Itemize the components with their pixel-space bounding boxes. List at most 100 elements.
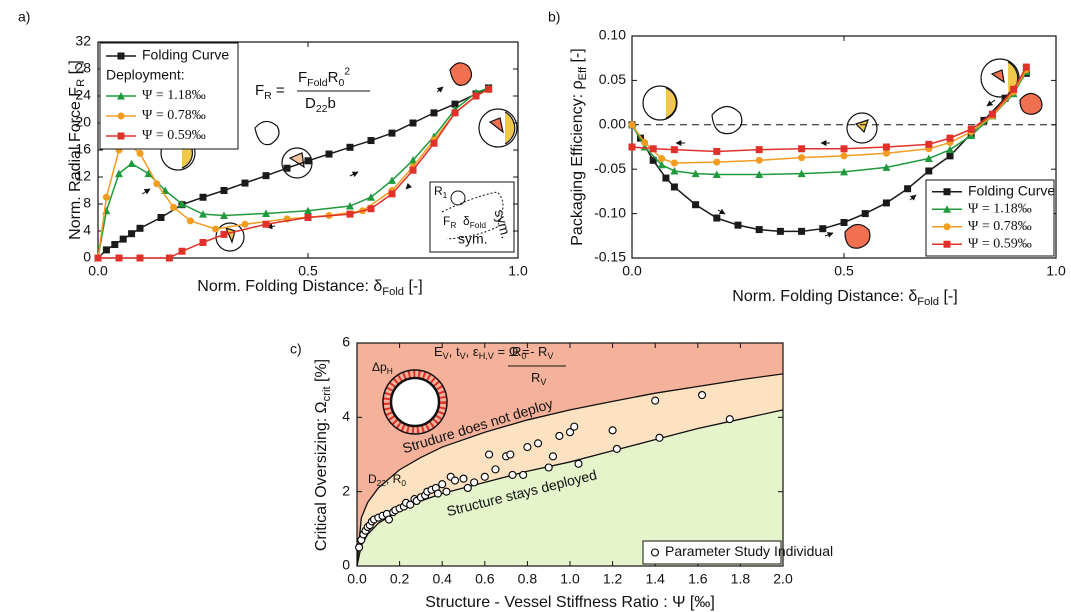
text-part: - R bbox=[526, 344, 547, 359]
data-point bbox=[533, 439, 543, 448]
data-point bbox=[409, 166, 417, 174]
legend-marker bbox=[943, 188, 951, 196]
formula: D22b bbox=[305, 95, 336, 115]
text-part: , t bbox=[449, 344, 460, 359]
inset-a bbox=[429, 181, 515, 253]
text-part: Fold bbox=[470, 220, 487, 230]
text-part: R bbox=[75, 79, 87, 87]
data-point bbox=[698, 390, 707, 400]
data-point bbox=[988, 110, 996, 118]
y-tick-label: 6 bbox=[342, 334, 350, 350]
panel-label: a) bbox=[18, 9, 30, 25]
data-point bbox=[649, 145, 657, 153]
data-point bbox=[519, 470, 528, 479]
data-point bbox=[409, 119, 417, 127]
text-part: Norm. Folding Distance: δ bbox=[732, 288, 917, 305]
text-part: R bbox=[328, 69, 339, 86]
data-point bbox=[262, 209, 270, 217]
x-tick-label: 0.6 bbox=[475, 571, 495, 587]
text-part: = bbox=[272, 82, 285, 99]
data-point bbox=[670, 166, 679, 175]
data-point bbox=[451, 100, 459, 108]
data-point bbox=[102, 193, 110, 201]
legend-marker bbox=[117, 132, 125, 140]
data-point bbox=[346, 143, 354, 151]
panel-label: c) bbox=[290, 341, 302, 357]
data-point bbox=[523, 443, 532, 452]
data-point bbox=[111, 241, 119, 248]
inset-label: RV bbox=[531, 370, 547, 387]
data-point bbox=[946, 145, 954, 154]
y-axis-label: Critical Oversizing: Ωcrit [%] bbox=[313, 359, 333, 551]
text-part: Eff bbox=[577, 66, 589, 80]
data-point bbox=[861, 210, 869, 218]
data-point bbox=[94, 254, 102, 262]
legend-label: Ψ = 0.59‰ bbox=[968, 236, 1032, 251]
region bbox=[357, 409, 783, 566]
legend-label: Folding Curve bbox=[968, 182, 1055, 198]
data-point bbox=[904, 185, 912, 193]
text-part: [%] bbox=[313, 359, 330, 387]
text-part: D bbox=[368, 472, 377, 486]
inset-label: R1 bbox=[434, 184, 448, 200]
x-tick-label: 1.0 bbox=[508, 263, 528, 279]
x-tick-label: 1.0 bbox=[560, 571, 580, 587]
text-part: 0 bbox=[521, 352, 526, 362]
data-point bbox=[355, 543, 364, 552]
text-part: 22 bbox=[377, 478, 387, 488]
data-point bbox=[649, 156, 657, 164]
data-point bbox=[459, 474, 468, 483]
y-axis-label: Packaging Efficiency: ρEff [-] bbox=[569, 48, 589, 246]
data-point bbox=[241, 220, 249, 228]
data-point bbox=[409, 156, 417, 164]
text-part: Structure - Vessel Stiffness Ratio : Ψ [… bbox=[425, 594, 715, 611]
data-point bbox=[882, 149, 890, 157]
data-point bbox=[472, 92, 480, 100]
data-point bbox=[480, 472, 489, 481]
text-part: = Ω = bbox=[494, 344, 530, 359]
data-point bbox=[670, 146, 678, 154]
data-point bbox=[212, 225, 220, 233]
inset-label: ΔpH bbox=[372, 360, 393, 376]
data-point bbox=[136, 254, 144, 262]
text-part: F bbox=[298, 69, 307, 86]
data-point bbox=[178, 200, 186, 208]
x-axis-label: Norm. Folding Distance: δFold [-] bbox=[197, 278, 422, 298]
x-tick-label: 0.0 bbox=[347, 571, 367, 587]
data-point bbox=[655, 433, 664, 442]
x-tick-label: 1.8 bbox=[731, 571, 751, 587]
y-tick-label: -0.15 bbox=[594, 249, 626, 265]
data-point bbox=[657, 160, 666, 169]
data-point bbox=[430, 139, 438, 147]
data-point bbox=[925, 167, 933, 175]
y-axis-label: Norm. Radial Force FR [-] bbox=[67, 60, 87, 240]
text-part: Norm. Radial Force F bbox=[67, 87, 84, 240]
y-tick-label: 2 bbox=[342, 482, 350, 498]
y-tick-label: -0.05 bbox=[594, 160, 626, 176]
text-part: V bbox=[443, 352, 450, 362]
y-tick-label: 16 bbox=[75, 141, 91, 157]
data-point bbox=[628, 121, 636, 129]
text-part: 0 bbox=[338, 77, 344, 89]
text-part: [-] bbox=[939, 288, 958, 305]
legend-label: Ψ = 0.78‰ bbox=[968, 219, 1032, 234]
x-tick-label: 0.5 bbox=[298, 263, 318, 279]
data-point bbox=[713, 147, 721, 155]
stent bbox=[389, 376, 441, 428]
data-point bbox=[491, 465, 500, 474]
data-point bbox=[388, 190, 396, 198]
data-point bbox=[798, 145, 806, 153]
formula: FFoldR02 bbox=[298, 65, 350, 89]
data-point bbox=[262, 220, 270, 228]
data-point bbox=[840, 152, 848, 160]
data-point bbox=[755, 170, 764, 179]
data-point bbox=[670, 183, 678, 191]
legend-frame bbox=[642, 540, 782, 565]
data-point bbox=[755, 156, 763, 164]
data-point bbox=[304, 206, 312, 215]
inset-label: sym. bbox=[458, 231, 488, 247]
text-part: V bbox=[540, 378, 547, 388]
legend-marker bbox=[943, 223, 951, 231]
data-point bbox=[725, 415, 734, 424]
